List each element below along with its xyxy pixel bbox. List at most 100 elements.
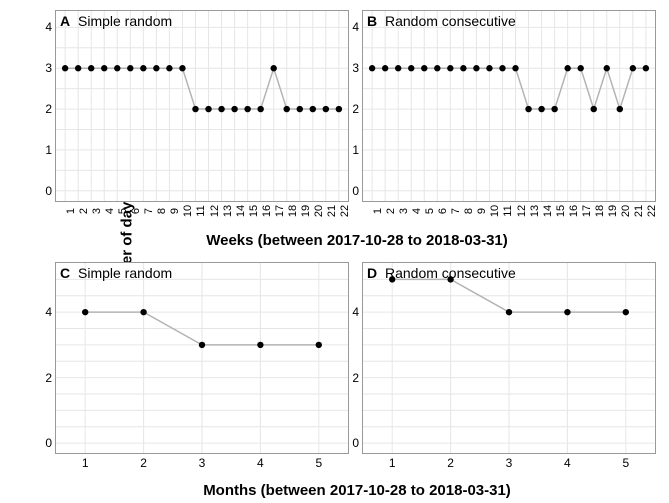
y-tick-label: 2 bbox=[352, 371, 359, 385]
x-tick-label: 10 bbox=[489, 205, 501, 217]
x-axis-label-weeks: Weeks (between 2017-10-28 to 2018-03-31) bbox=[55, 232, 659, 249]
x-tick-label: 6 bbox=[130, 208, 142, 214]
data-point bbox=[153, 65, 159, 71]
data-point bbox=[310, 106, 316, 112]
x-tick-label: 11 bbox=[195, 205, 207, 216]
data-point bbox=[127, 65, 133, 71]
x-tick-label: 20 bbox=[620, 205, 632, 217]
y-tick-label: 0 bbox=[45, 184, 52, 198]
data-point bbox=[382, 65, 388, 71]
x-tick-label: 21 bbox=[326, 205, 338, 217]
y-tick-label: 4 bbox=[45, 305, 52, 319]
data-point bbox=[408, 65, 414, 71]
panel-title: Simple random bbox=[78, 265, 172, 281]
panel-tag: A bbox=[60, 13, 70, 29]
data-point bbox=[270, 65, 276, 71]
x-tick-label: 8 bbox=[156, 208, 168, 214]
x-tick-label: 14 bbox=[235, 205, 247, 217]
x-tick-label: 17 bbox=[581, 205, 593, 217]
x-tick-label: 4 bbox=[411, 208, 423, 214]
x-tick-label: 7 bbox=[450, 208, 462, 214]
x-tick-label: 13 bbox=[529, 205, 541, 217]
figure-root: Minimum number of days required Weeks (b… bbox=[0, 0, 669, 503]
data-point bbox=[486, 65, 492, 71]
x-axis-label-months: Months (between 2017-10-28 to 2018-03-31… bbox=[55, 482, 659, 499]
data-point bbox=[205, 106, 211, 112]
x-tick-label: 22 bbox=[646, 205, 658, 217]
y-tick-label: 2 bbox=[45, 102, 52, 116]
x-tick-label: 12 bbox=[209, 205, 221, 217]
x-tick-label: 13 bbox=[222, 205, 234, 217]
x-tick-label: 12 bbox=[516, 205, 528, 217]
panel-tag: C bbox=[60, 265, 70, 281]
x-tick-label: 16 bbox=[568, 205, 580, 217]
x-tick-label: 21 bbox=[633, 205, 645, 217]
x-tick-label: 22 bbox=[339, 205, 351, 217]
chart-svg bbox=[56, 11, 348, 201]
x-tick-label: 4 bbox=[257, 456, 264, 470]
panel-title: Random consecutive bbox=[385, 13, 516, 29]
y-tick-label: 0 bbox=[352, 184, 359, 198]
data-point bbox=[257, 106, 263, 112]
x-tick-label: 1 bbox=[372, 208, 384, 214]
x-tick-label: 1 bbox=[82, 456, 89, 470]
x-tick-label: 3 bbox=[91, 208, 103, 214]
data-point bbox=[75, 65, 81, 71]
x-tick-label: 8 bbox=[463, 208, 475, 214]
y-tick-label: 3 bbox=[45, 61, 52, 75]
data-point bbox=[101, 65, 107, 71]
x-tick-label: 11 bbox=[502, 205, 514, 216]
x-tick-label: 5 bbox=[117, 208, 129, 214]
x-tick-label: 1 bbox=[65, 208, 77, 214]
x-tick-label: 5 bbox=[424, 208, 436, 214]
x-tick-label: 2 bbox=[447, 456, 454, 470]
data-point bbox=[630, 65, 636, 71]
x-tick-label: 16 bbox=[261, 205, 273, 217]
data-point bbox=[447, 65, 453, 71]
data-point bbox=[604, 65, 610, 71]
data-point bbox=[591, 106, 597, 112]
data-point bbox=[512, 65, 518, 71]
data-point bbox=[617, 106, 623, 112]
x-tick-label: 15 bbox=[248, 205, 260, 217]
panel-title: Simple random bbox=[78, 13, 172, 29]
y-tick-label: 4 bbox=[352, 305, 359, 319]
panel-a: A Simple random 012341234567891011121314… bbox=[55, 10, 349, 202]
x-tick-label: 3 bbox=[506, 456, 513, 470]
data-point bbox=[323, 106, 329, 112]
data-point bbox=[244, 106, 250, 112]
x-tick-label: 18 bbox=[594, 205, 606, 217]
data-point bbox=[199, 342, 205, 348]
data-point bbox=[62, 65, 68, 71]
x-tick-label: 10 bbox=[182, 205, 194, 217]
panel-tag: D bbox=[367, 265, 377, 281]
data-point bbox=[538, 106, 544, 112]
x-tick-label: 2 bbox=[78, 208, 90, 214]
x-tick-label: 1 bbox=[389, 456, 396, 470]
panel-c: C Simple random 02412345 bbox=[55, 262, 349, 454]
y-tick-label: 4 bbox=[352, 20, 359, 34]
x-tick-label: 9 bbox=[476, 208, 488, 214]
data-point bbox=[564, 309, 570, 315]
x-tick-label: 3 bbox=[199, 456, 206, 470]
data-point bbox=[421, 65, 427, 71]
x-tick-label: 2 bbox=[140, 456, 147, 470]
x-tick-label: 15 bbox=[555, 205, 567, 217]
data-point bbox=[460, 65, 466, 71]
data-point bbox=[257, 342, 263, 348]
panel-tag: B bbox=[367, 13, 377, 29]
data-point bbox=[395, 65, 401, 71]
panel-title: Random consecutive bbox=[385, 265, 516, 281]
data-point bbox=[643, 65, 649, 71]
data-point bbox=[82, 309, 88, 315]
data-point bbox=[499, 65, 505, 71]
data-point bbox=[140, 65, 146, 71]
data-point bbox=[336, 106, 342, 112]
x-tick-label: 6 bbox=[437, 208, 449, 214]
x-tick-label: 19 bbox=[607, 205, 619, 217]
data-point bbox=[564, 65, 570, 71]
y-tick-label: 1 bbox=[45, 143, 52, 157]
panel-d: D Random consecutive 02412345 bbox=[362, 262, 656, 454]
chart-svg bbox=[363, 11, 655, 201]
y-tick-label: 4 bbox=[45, 20, 52, 34]
